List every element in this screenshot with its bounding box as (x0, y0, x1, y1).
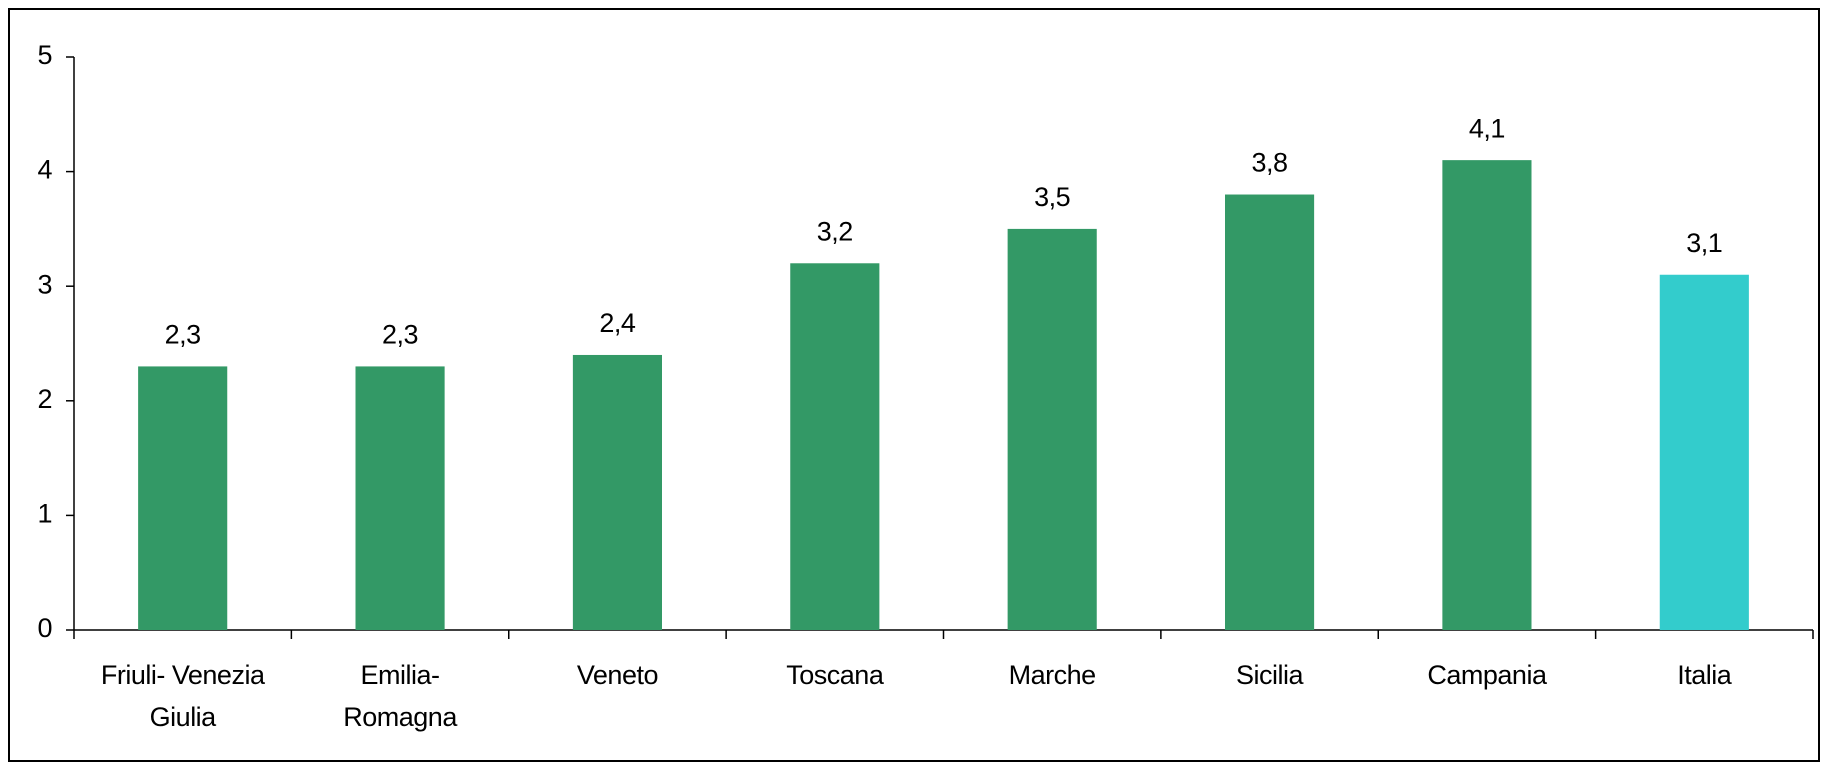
x-tick-label-line: Friuli- Venezia (101, 660, 266, 690)
x-tick-label: Emilia- Romagna (343, 660, 458, 732)
value-label: 3,8 (1252, 148, 1288, 178)
chart-border (8, 8, 1820, 762)
x-tick-label-line: Toscana (786, 660, 885, 690)
x-tick-label-line: Italia (1677, 660, 1733, 690)
y-tick-label: 2 (37, 384, 52, 414)
bar (790, 263, 880, 630)
x-tick-label-line: Sicilia (1236, 660, 1305, 690)
bar (1442, 160, 1532, 630)
y-tick-label: 5 (37, 40, 52, 70)
x-tick-label-line: Romagna (343, 702, 458, 732)
value-label: 2,4 (599, 308, 636, 338)
bar (1225, 194, 1315, 630)
x-tick-label-line: Giulia (150, 702, 218, 732)
y-tick-label: 0 (37, 613, 52, 643)
x-tick-label: Sicilia (1236, 660, 1305, 690)
y-tick-label: 3 (37, 269, 52, 299)
x-tick-label-line: Emilia- (361, 660, 440, 690)
bar (1659, 274, 1749, 630)
value-label: 2,3 (382, 320, 418, 350)
value-label: 3,1 (1686, 228, 1722, 258)
x-tick-label: Marche (1009, 660, 1096, 690)
x-tick-label-line: Veneto (577, 660, 658, 690)
x-tick-label-line: Campania (1427, 660, 1548, 690)
x-tick-label: Campania (1427, 660, 1548, 690)
bar (355, 366, 445, 630)
bar (1007, 228, 1097, 630)
bar (572, 354, 662, 630)
value-label: 3,2 (817, 216, 853, 246)
value-label: 2,3 (165, 320, 201, 350)
y-tick-label: 4 (37, 155, 52, 185)
value-label: 3,5 (1034, 182, 1070, 212)
x-tick-label: Italia (1677, 660, 1733, 690)
x-tick-label-line: Marche (1009, 660, 1096, 690)
bar (138, 366, 228, 630)
x-tick-label: Veneto (577, 660, 658, 690)
y-tick-label: 1 (37, 499, 52, 529)
x-tick-label: Toscana (786, 660, 885, 690)
x-tick-label: Friuli- Venezia Giulia (101, 660, 266, 732)
value-label: 4,1 (1469, 113, 1505, 143)
